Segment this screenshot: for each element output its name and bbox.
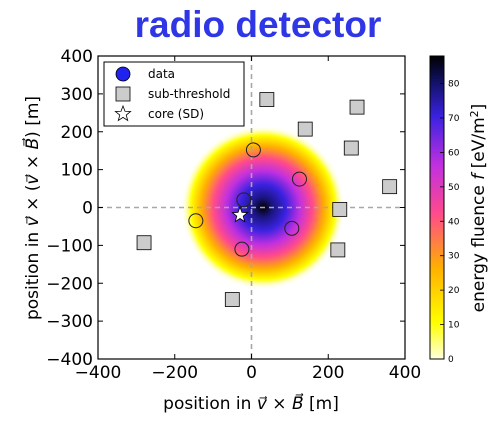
data-marker [291, 171, 307, 187]
sub-threshold-marker [297, 121, 313, 137]
colorbar-ticks: 0 10 20 30 40 50 60 70 80 [440, 80, 460, 365]
y-tick-label: −400 [46, 350, 93, 370]
sub-threshold-marker [382, 179, 398, 195]
colorbar-gradient [429, 55, 445, 360]
x-tick-label: −400 [75, 363, 122, 383]
colorbar-tick-label: 10 [448, 321, 460, 331]
legend-label-core: core (SD) [148, 107, 204, 121]
legend-label-data: data [148, 67, 175, 81]
legend-subthreshold-marker [115, 86, 131, 102]
core-sd-marker [231, 205, 249, 223]
y-axis: −400 −300 −200 −100 0 100 200 300 400 [46, 47, 405, 370]
legend-core-marker [114, 104, 132, 122]
legend: data sub-threshold core (SD) [103, 61, 245, 127]
y-tick-label: −100 [46, 236, 93, 256]
y-tick-label: 0 [82, 199, 93, 219]
colorbar-tick-label: 70 [448, 114, 460, 124]
y-axis-label: position in v⃗ × (v⃗ × B⃗) [m] [21, 96, 43, 320]
data-marker [245, 142, 261, 158]
y-tick-label: −300 [46, 312, 93, 332]
x-axis-label: position in v⃗ × B⃗ [m] [163, 392, 339, 414]
y-tick-label: 300 [61, 85, 93, 105]
chart-title: radio detector [135, 4, 382, 45]
sub-threshold-marker [259, 92, 275, 107]
data-marker [188, 213, 204, 229]
y-tick-label: −200 [46, 274, 93, 294]
plot-area: −400 −200 0 200 400 −400 −300 −200 −100 0 100 200 3… [46, 47, 421, 383]
y-tick-label: 200 [61, 123, 93, 143]
y-tick-label: 100 [61, 161, 93, 181]
colorbar-tick-label: 0 [448, 355, 454, 365]
colorbar: 0 10 20 30 40 50 60 70 80 energy fluence f [eV/m… [429, 55, 489, 365]
colorbar-label: energy fluence f [eV/m2] [468, 104, 489, 313]
x-axis: −400 −200 0 200 400 [75, 56, 421, 383]
sub-threshold-marker [343, 140, 359, 156]
colorbar-tick-label: 60 [448, 148, 460, 158]
marker-layer [136, 92, 398, 307]
x-tick-label: 400 [389, 363, 421, 383]
legend-label-subthreshold: sub-threshold [148, 87, 230, 101]
sub-threshold-marker [224, 292, 240, 307]
x-tick-label: 200 [312, 363, 344, 383]
legend-data-marker [115, 66, 131, 82]
x-tick-label: −200 [151, 363, 198, 383]
data-marker [236, 192, 252, 208]
colorbar-tick-label: 20 [448, 286, 460, 296]
colorbar-tick-label: 30 [448, 252, 460, 262]
colorbar-tick-label: 50 [448, 183, 460, 193]
sub-threshold-marker [332, 201, 348, 217]
colorbar-tick-label: 40 [448, 217, 460, 227]
data-marker [284, 220, 300, 236]
sub-threshold-marker [136, 235, 152, 251]
x-tick-label: 0 [246, 363, 257, 383]
sub-threshold-marker [330, 242, 346, 258]
y-tick-label: 400 [61, 47, 93, 67]
colorbar-tick-label: 80 [448, 80, 460, 90]
sub-threshold-marker [349, 99, 365, 115]
data-marker [234, 241, 250, 257]
